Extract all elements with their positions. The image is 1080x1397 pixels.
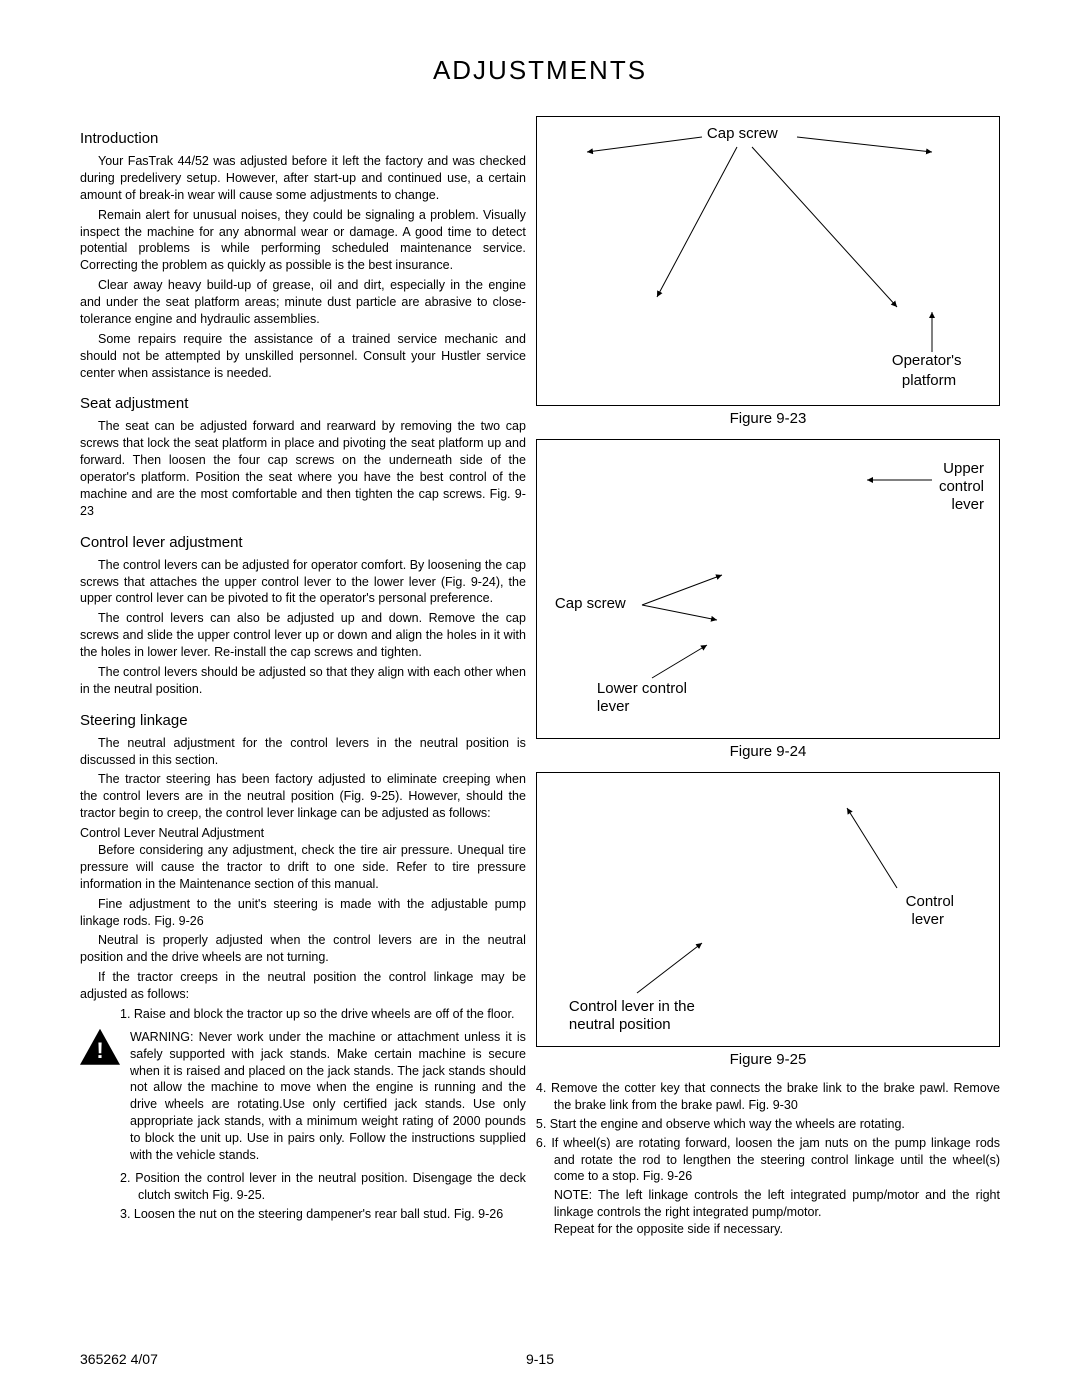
note2: Repeat for the opposite side if necessar…	[536, 1221, 1000, 1238]
fig25-arrows	[537, 773, 999, 1046]
control-p2: The control levers can also be adjusted …	[80, 610, 526, 661]
page-title: ADJUSTMENTS	[80, 55, 1000, 86]
control-p1: The control levers can be adjusted for o…	[80, 557, 526, 608]
seat-p1: The seat can be adjusted forward and rea…	[80, 418, 526, 519]
steering-p5: Neutral is properly adjusted when the co…	[80, 932, 526, 966]
fig23-caption: Figure 9-23	[536, 410, 1000, 427]
warning-icon	[80, 1029, 120, 1065]
page-number: 9-15	[526, 1351, 554, 1367]
figure-24: Upper control lever Cap screw Lower cont…	[536, 439, 1000, 739]
step6: 6. If wheel(s) are rotating forward, loo…	[536, 1135, 1000, 1186]
steering-heading: Steering linkage	[80, 712, 526, 729]
fig23-op2: platform	[902, 372, 956, 389]
fig24-caption: Figure 9-24	[536, 743, 1000, 760]
columns: Introduction Your FasTrak 44/52 was adju…	[80, 116, 1000, 1238]
left-column: Introduction Your FasTrak 44/52 was adju…	[80, 116, 526, 1238]
steering-p2: The tractor steering has been factory ad…	[80, 771, 526, 822]
figure-25: Control lever Control lever in the neutr…	[536, 772, 1000, 1047]
control-p3: The control levers should be adjusted so…	[80, 664, 526, 698]
intro-p4: Some repairs require the assistance of a…	[80, 331, 526, 382]
intro-heading: Introduction	[80, 130, 526, 147]
step5: 5. Start the engine and observe which wa…	[536, 1116, 1000, 1133]
steering-step1: 1. Raise and block the tractor up so the…	[80, 1006, 526, 1023]
right-continued: 4. Remove the cotter key that connects t…	[536, 1080, 1000, 1238]
doc-id: 365262 4/07	[80, 1351, 158, 1367]
warning-text: WARNING: Never work under the machine or…	[130, 1029, 526, 1164]
control-heading: Control lever adjustment	[80, 534, 526, 551]
fig24-arrows	[537, 440, 999, 738]
steering-step2: 2. Position the control lever in the neu…	[80, 1170, 526, 1204]
steering-p1: The neutral adjustment for the control l…	[80, 735, 526, 769]
steering-p3: Before considering any adjustment, check…	[80, 842, 526, 893]
steering-p4: Fine adjustment to the unit's steering i…	[80, 896, 526, 930]
steering-sub: Control Lever Neutral Adjustment	[80, 826, 526, 840]
step4: 4. Remove the cotter key that connects t…	[536, 1080, 1000, 1114]
intro-p1: Your FasTrak 44/52 was adjusted before i…	[80, 153, 526, 204]
right-column: Cap screw Operator's platform Figure 9-2…	[536, 116, 1000, 1238]
fig23-op1: Operator's	[892, 352, 962, 369]
page: ADJUSTMENTS Introduction Your FasTrak 44…	[0, 0, 1080, 1397]
fig25-caption: Figure 9-25	[536, 1051, 1000, 1068]
seat-heading: Seat adjustment	[80, 395, 526, 412]
steering-p6: If the tractor creeps in the neutral pos…	[80, 969, 526, 1003]
intro-p3: Clear away heavy build-up of grease, oil…	[80, 277, 526, 328]
note1: NOTE: The left linkage controls the left…	[536, 1187, 1000, 1221]
figure-23: Cap screw Operator's platform	[536, 116, 1000, 406]
warning-block: WARNING: Never work under the machine or…	[80, 1029, 526, 1164]
intro-p2: Remain alert for unusual noises, they co…	[80, 207, 526, 275]
steering-step3: 3. Loosen the nut on the steering dampen…	[80, 1206, 526, 1223]
footer: 365262 4/07 9-15	[80, 1351, 1000, 1367]
